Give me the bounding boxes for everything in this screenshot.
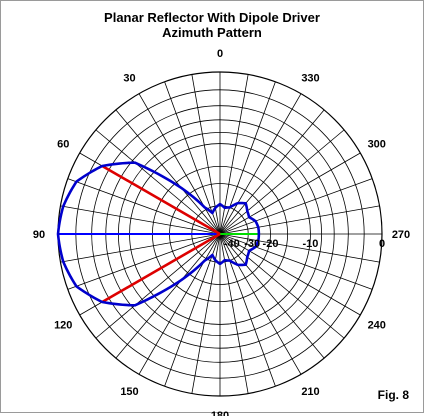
- angle-label: 60: [57, 139, 69, 151]
- grid-spoke: [95, 129, 221, 235]
- radial-label: -40: [224, 238, 240, 250]
- figure-label: Fig. 8: [377, 388, 409, 402]
- grid-spoke: [164, 233, 221, 387]
- radial-label: -20: [263, 238, 279, 250]
- grid-spoke: [219, 152, 361, 235]
- grid-spoke: [219, 233, 302, 375]
- radial-label: -30: [244, 238, 260, 250]
- grid-spoke: [219, 233, 361, 316]
- angle-label: 270: [392, 229, 410, 241]
- angle-label: 0: [217, 48, 223, 60]
- grid-spoke: [219, 233, 380, 263]
- grid-spoke: [219, 93, 302, 235]
- grid-spoke: [60, 205, 221, 235]
- grid-spoke: [219, 109, 325, 235]
- grid-spoke: [67, 178, 221, 235]
- angle-label: 180: [211, 410, 229, 416]
- grid-spoke: [115, 233, 221, 359]
- angle-label: 330: [301, 72, 319, 84]
- angle-label: 150: [120, 386, 138, 398]
- chart-subtitle: Azimuth Pattern: [162, 25, 262, 40]
- angle-label: 300: [368, 139, 386, 151]
- angle-label: 210: [301, 386, 319, 398]
- grid-spoke: [219, 233, 345, 339]
- angle-label: 30: [123, 72, 135, 84]
- grid-spoke: [138, 233, 221, 375]
- chart-title: Planar Reflector With Dipole Driver: [104, 10, 320, 25]
- grid-spoke: [115, 109, 221, 235]
- angle-label: 90: [33, 229, 45, 241]
- grid-spoke: [138, 93, 221, 235]
- grid-spoke: [219, 178, 373, 235]
- grid-spoke: [219, 233, 325, 359]
- grid-spoke: [95, 233, 221, 339]
- beamwidth-line: [101, 164, 221, 236]
- grid-spoke: [219, 129, 345, 235]
- grid-spoke: [219, 205, 380, 235]
- radial-label: 0: [379, 238, 385, 250]
- pattern-series: [56, 161, 261, 307]
- grid-spoke: [164, 81, 221, 235]
- grid-spoke: [60, 233, 221, 263]
- grid-spoke: [219, 233, 373, 290]
- beamwidth-line: [101, 232, 221, 304]
- radial-label: -10: [303, 238, 319, 250]
- angle-label: 240: [368, 320, 386, 332]
- grid-spoke: [67, 233, 221, 290]
- angle-label: 120: [54, 320, 72, 332]
